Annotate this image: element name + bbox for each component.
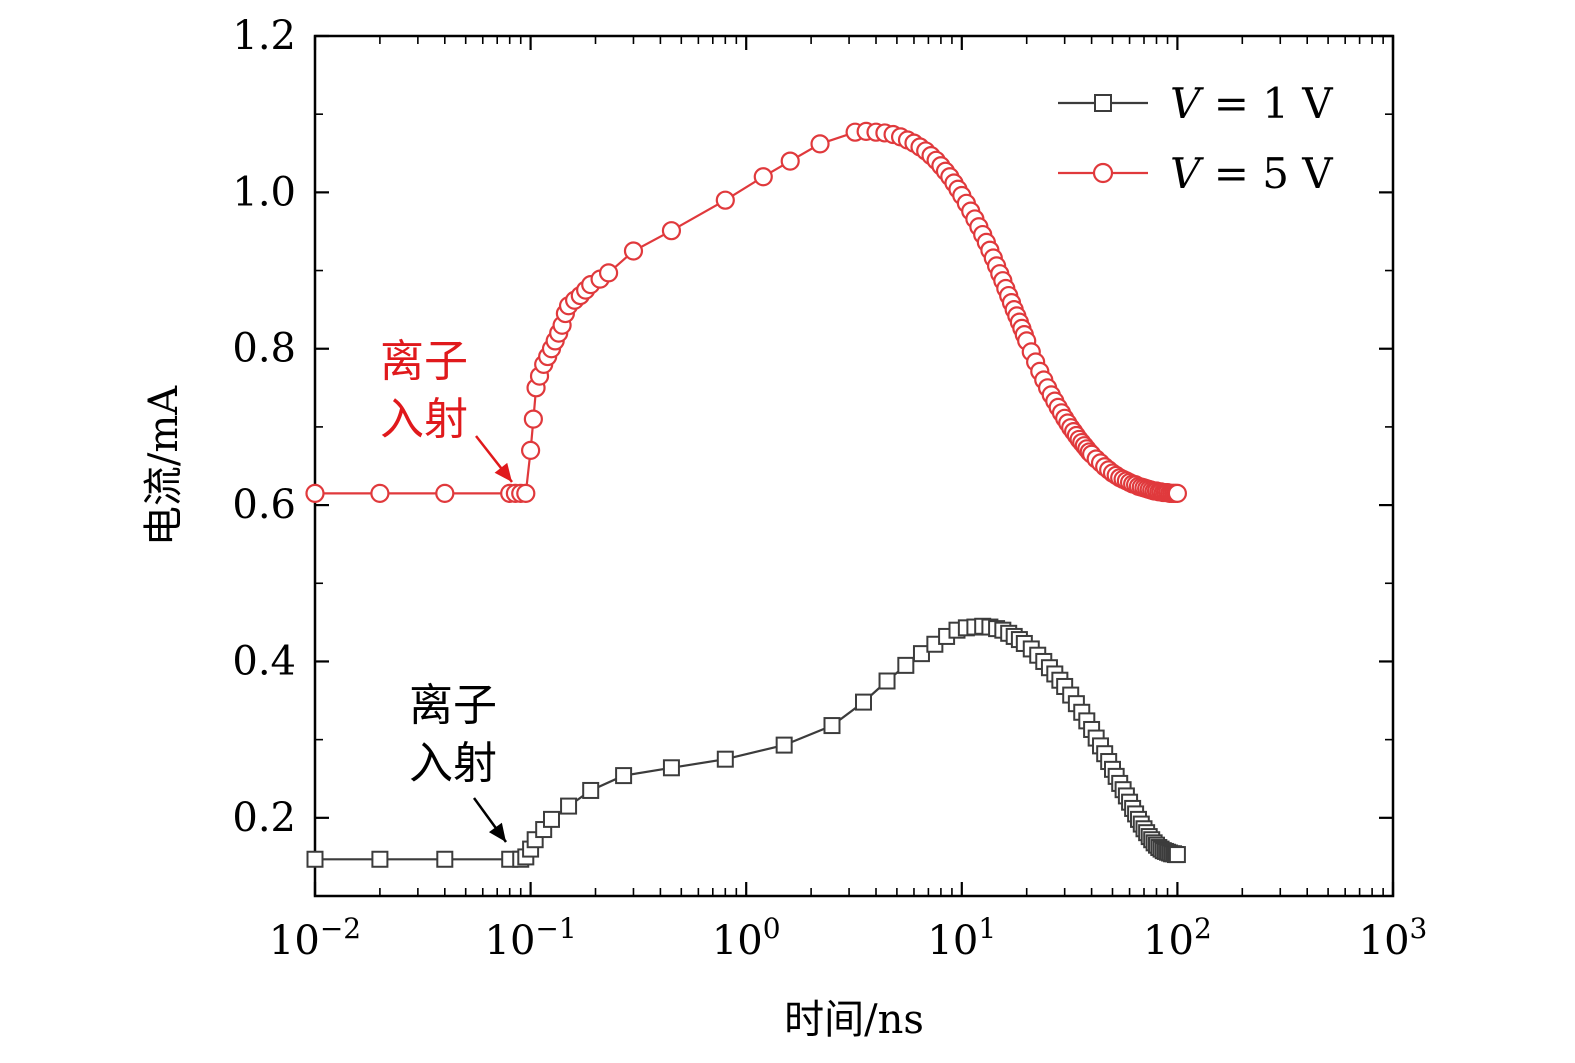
- annotation-text: 入射: [380, 394, 468, 445]
- annotation-arrow-head: [488, 822, 506, 842]
- data-point: [662, 759, 680, 777]
- data-point: [305, 483, 325, 503]
- data-point: [523, 409, 543, 429]
- data-point: [306, 850, 324, 868]
- y-tick-label: 1.2: [232, 13, 296, 59]
- y-tick-label: 0.8: [232, 326, 296, 372]
- data-point: [823, 717, 841, 735]
- data-point: [582, 781, 600, 799]
- data-point: [1167, 483, 1188, 503]
- data-point: [912, 645, 930, 663]
- series-1: [305, 121, 1188, 503]
- annotation-text: 入射: [409, 738, 497, 789]
- legend-marker: [1092, 162, 1114, 184]
- data-point: [520, 440, 541, 460]
- y-tick-label: 0.6: [232, 482, 296, 528]
- x-tick-label: 10−1: [485, 912, 577, 964]
- y-tick-label: 0.2: [232, 795, 296, 841]
- axis-ticks: 10−2 10−1 100 101 102 103 0.2 0.4 0.6 0.8 1.0 1.2: [232, 13, 1427, 964]
- data-point: [878, 672, 896, 690]
- data-point: [436, 850, 454, 868]
- data-point: [780, 151, 800, 171]
- y-tick-label: 1.0: [232, 169, 296, 215]
- data-point: [661, 221, 682, 241]
- annotation-arrow-head: [494, 462, 512, 482]
- data-point: [716, 750, 734, 768]
- legend-label: V = 5 V: [1170, 149, 1333, 198]
- data-point: [855, 693, 873, 711]
- data-point: [775, 736, 793, 754]
- x-tick-label: 103: [1359, 912, 1428, 964]
- data-point: [715, 190, 735, 210]
- x-tick-label: 101: [927, 912, 996, 964]
- data-point: [560, 797, 578, 815]
- data-point: [598, 263, 619, 283]
- data-point: [897, 656, 915, 674]
- data-point: [1168, 846, 1186, 864]
- data-point: [810, 134, 830, 154]
- series-layer: [305, 121, 1188, 868]
- data-point: [371, 850, 389, 868]
- annotation-text: 离子: [380, 336, 468, 387]
- y-tick-label: 0.4: [232, 638, 296, 684]
- data-point: [516, 483, 536, 503]
- data-point: [623, 241, 644, 261]
- series-0: [306, 617, 1186, 868]
- annotation-text: 离子: [409, 680, 497, 731]
- legend-label: V = 1 V: [1170, 79, 1333, 128]
- y-axis-title: 电流/mA: [141, 385, 187, 546]
- x-tick-label: 100: [712, 912, 781, 964]
- data-point: [435, 483, 455, 503]
- data-point: [370, 483, 390, 503]
- data-point: [615, 767, 633, 785]
- data-point: [542, 810, 560, 828]
- data-point: [753, 167, 773, 187]
- plot-frame: [313, 34, 1395, 898]
- x-axis-title: 时间/ns: [784, 997, 924, 1043]
- x-tick-label: 10−2: [269, 912, 361, 964]
- legend-marker: [1094, 94, 1112, 112]
- x-tick-label: 102: [1143, 912, 1212, 964]
- legend: V = 1 V V = 5 V: [1058, 79, 1333, 198]
